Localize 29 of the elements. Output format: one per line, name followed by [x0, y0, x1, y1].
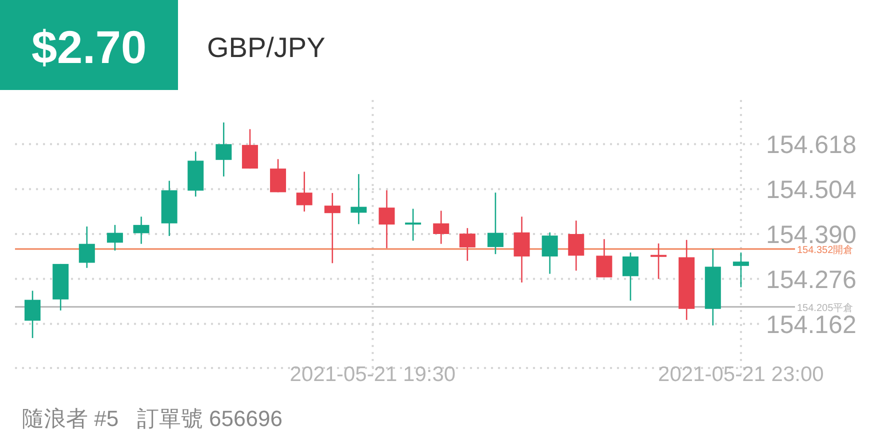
candlestick: [324, 192, 340, 264]
candlestick: [405, 208, 422, 242]
text: $2.70: [31, 21, 147, 73]
candlestick: [216, 122, 232, 178]
candlestick: [296, 171, 312, 212]
y-tick-label: 154.618: [766, 131, 856, 160]
candlestick: [378, 190, 395, 249]
candlestick: [270, 158, 286, 193]
candlestick: [568, 220, 584, 272]
chart-title: GBP/JPY: [207, 32, 326, 63]
candlestick: [487, 192, 504, 255]
candlestick: [596, 238, 612, 278]
candlestick: [106, 224, 123, 252]
candlestick: [133, 216, 150, 245]
candlestick: [650, 242, 667, 280]
candlestick: [24, 290, 41, 339]
text: 隨浪者 #5 訂單號 656696: [22, 406, 282, 431]
candlestick: [78, 226, 95, 269]
candlestick: [242, 128, 258, 170]
candlestick: [459, 227, 476, 262]
x-tick-label: 2021-05-21 19:30: [290, 363, 456, 386]
x-tick-label: 2021-05-21 23:00: [658, 363, 824, 386]
candlestick: [732, 252, 749, 288]
candlestick: [433, 210, 450, 245]
candlestick: [350, 173, 367, 225]
candlestick: [622, 252, 638, 302]
y-tick-label: 154.504: [766, 176, 856, 204]
candlestick: [542, 232, 558, 274]
y-tick-label: 154.276: [766, 266, 856, 294]
